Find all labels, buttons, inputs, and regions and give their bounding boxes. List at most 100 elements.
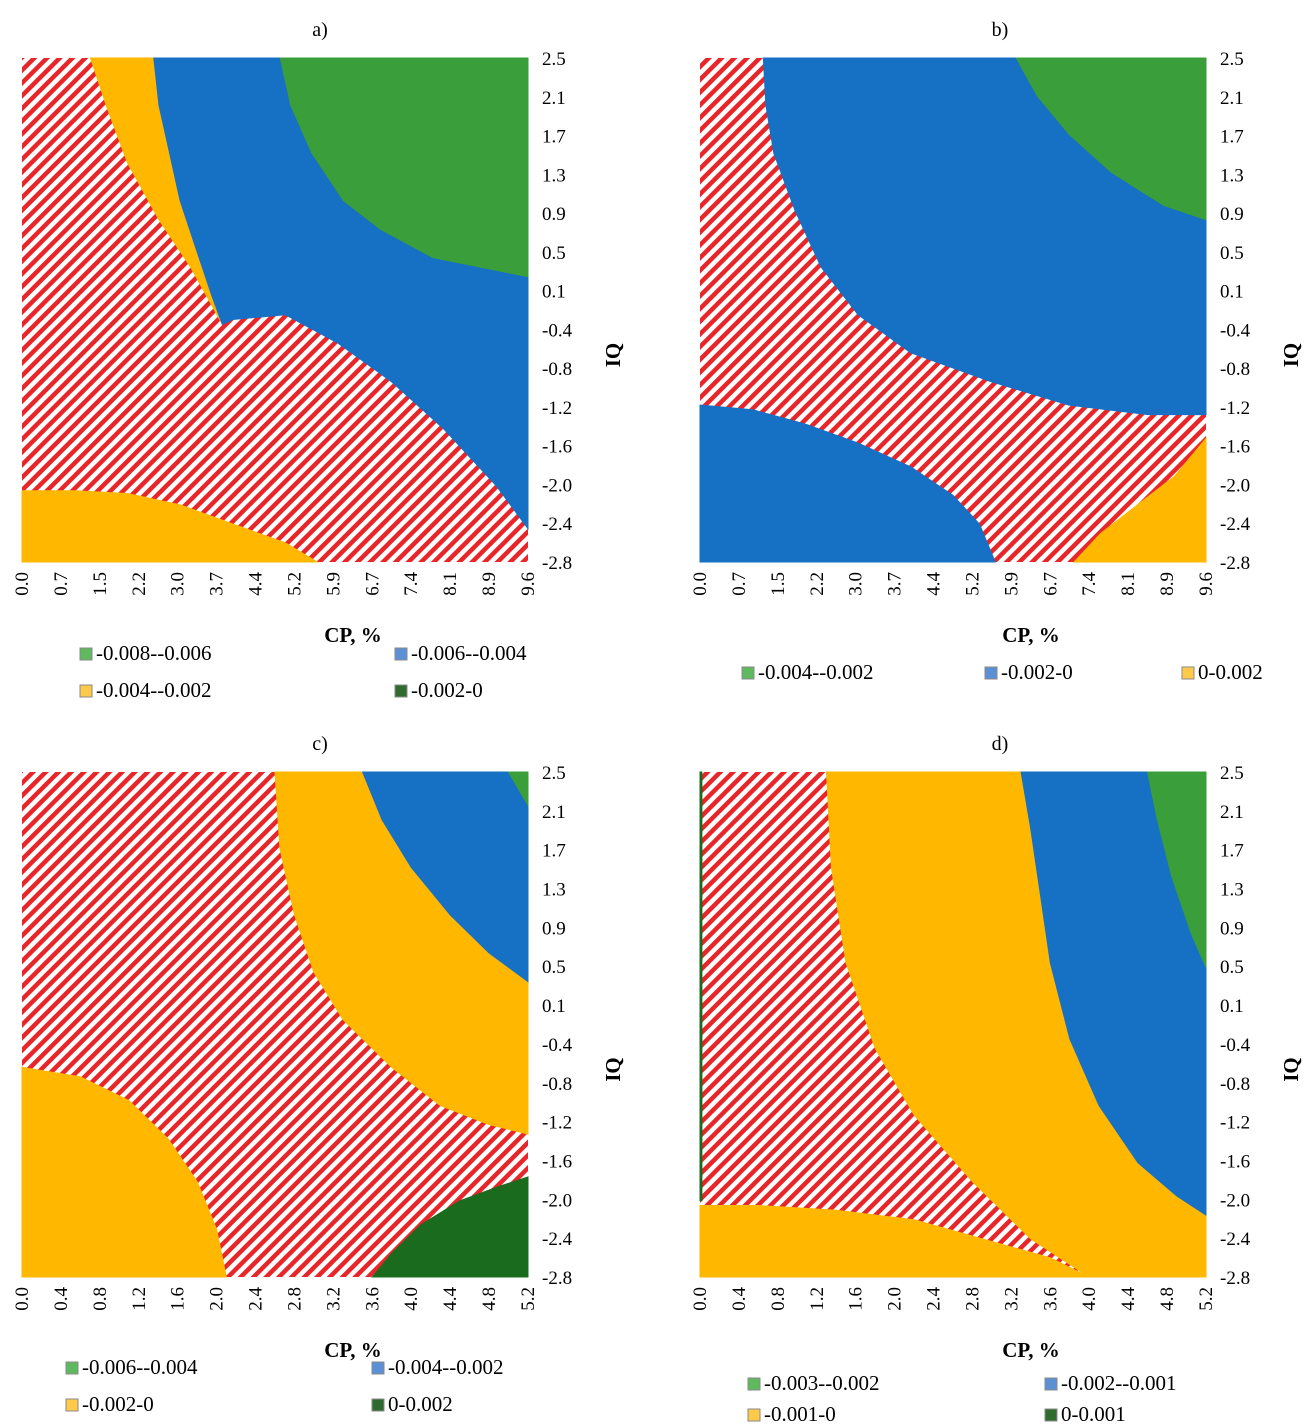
y-tick-label: 0.1: [1220, 282, 1244, 303]
y-tick-label: -0.4: [1220, 320, 1251, 341]
x-tick-label: 3.7: [885, 572, 906, 596]
y-tick-label: 1.7: [1220, 127, 1244, 148]
legend-label: 0-0.002: [1198, 660, 1263, 684]
y-tick-label: 1.7: [542, 841, 566, 862]
legend-label: -0.004--0.002: [96, 678, 211, 702]
x-tick-label: 5.2: [1196, 1287, 1217, 1311]
x-tick-label: 1.2: [129, 1287, 150, 1311]
x-tick-label: 0.0: [12, 1287, 33, 1311]
panel-label: a): [312, 19, 328, 41]
x-tick-label: 0.4: [729, 1287, 750, 1311]
y-tick-label: -1.2: [542, 398, 572, 419]
x-tick-label: 8.9: [479, 572, 500, 596]
x-tick-label: 2.4: [924, 1287, 945, 1311]
x-tick-label: 3.6: [362, 1287, 383, 1311]
x-tick-label: 8.1: [1118, 572, 1139, 596]
contour-region-5: [371, 1176, 529, 1278]
legend-swatch: [741, 666, 755, 680]
y-tick-label: 0.1: [1220, 996, 1244, 1017]
y-tick-label: 1.3: [542, 880, 566, 901]
x-tick-label: 1.6: [168, 1287, 189, 1311]
legend-label: -0.004--0.002: [388, 1355, 503, 1379]
panel-label: c): [312, 733, 328, 755]
y-tick-label: -2.8: [542, 553, 572, 574]
y-tick-label: -0.8: [542, 1074, 572, 1095]
x-tick-label: 3.0: [846, 572, 867, 596]
panel-c: c) 2.5 2.1 1.7 1.3 0.9 0.5 0.1 -0.4 -0.8 -1.2 -1.6 -…: [12, 733, 625, 1416]
y-tick-label: 1.7: [1220, 841, 1244, 862]
x-tick-label: 0.4: [51, 1287, 72, 1311]
y-tick-label: -0.4: [1220, 1035, 1251, 1056]
x-tick-label: 2.8: [962, 1287, 983, 1311]
x-tick-label: 4.8: [1157, 1287, 1178, 1311]
y-tick-label: 0.9: [1220, 918, 1244, 939]
y-tick-label: 2.5: [542, 763, 566, 784]
panel-label: b): [992, 19, 1009, 41]
y-tick-label: 0.9: [542, 204, 566, 225]
legend-swatch: [394, 647, 408, 661]
legend-label: -0.002-0: [411, 678, 483, 702]
contour-region-3: [507, 771, 529, 808]
legend-label: 0-0.002: [388, 1392, 453, 1416]
legend-swatch: [747, 1408, 761, 1422]
y-tick-label: 0.5: [1220, 243, 1244, 264]
x-tick-label: 0.8: [768, 1287, 789, 1311]
legend-swatch: [394, 684, 408, 698]
legend-swatch: [65, 1361, 79, 1375]
x-tick-label: 0.7: [729, 572, 750, 596]
y-tick-label: 1.7: [542, 127, 566, 148]
legend-swatch: [79, 684, 93, 698]
x-tick-label: 0.0: [690, 572, 711, 596]
x-tick-label: 3.7: [207, 572, 228, 596]
y-tick-label: -1.6: [542, 1151, 572, 1172]
x-tick-label: 3.6: [1040, 1287, 1061, 1311]
y-tick-label: -2.4: [1220, 514, 1251, 535]
x-tick-label: 1.2: [807, 1287, 828, 1311]
contour-region-4: [21, 490, 320, 563]
x-axis-title: CP, %: [324, 1338, 382, 1362]
y-tick-label: 2.5: [1220, 763, 1244, 784]
legend-label: -0.004--0.002: [758, 660, 873, 684]
contour-region-4: [699, 1205, 1090, 1278]
legend-swatch: [371, 1361, 385, 1375]
x-tick-label: 9.6: [1196, 572, 1217, 596]
x-tick-label: 5.2: [284, 572, 305, 596]
legend-label: -0.001-0: [764, 1402, 836, 1426]
y-tick-label: -0.8: [1220, 359, 1250, 380]
x-tick-label: 2.2: [129, 572, 150, 596]
x-tick-label: 4.8: [479, 1287, 500, 1311]
y-tick-label: 0.5: [1220, 957, 1244, 978]
x-tick-label: 2.4: [246, 1287, 267, 1311]
y-tick-label: -2.0: [542, 1190, 572, 1211]
contour-region-3: [279, 57, 529, 278]
y-axis-title: IQ: [1279, 343, 1303, 368]
legend-swatch: [984, 666, 998, 680]
x-tick-label: 4.0: [401, 1287, 422, 1311]
y-tick-label: 0.1: [542, 282, 566, 303]
y-tick-label: -2.8: [1220, 553, 1250, 574]
x-tick-label: 4.4: [246, 572, 267, 596]
y-tick-label: -2.4: [542, 1229, 573, 1250]
y-tick-label: -1.6: [1220, 1151, 1250, 1172]
panel-b: b) 2.5 2.1 1.7 1.3 0.9 0.5 0.1 -0.4 -0.8 -1.2 -1.6 -…: [690, 19, 1303, 684]
y-tick-label: -1.6: [1220, 437, 1250, 458]
y-tick-label: -2.0: [1220, 475, 1250, 496]
y-axis-title: IQ: [1279, 1057, 1303, 1082]
y-tick-label: 1.3: [1220, 880, 1244, 901]
contour-region-5: [699, 771, 703, 1202]
y-tick-label: -2.4: [1220, 1229, 1251, 1250]
panel-d: d) 2.5 2.1 1.7 1.3 0.9 0.5 0.1 -0.4 -0.8 -1.2 -1.6 -…: [690, 733, 1303, 1426]
x-tick-label: 2.0: [885, 1287, 906, 1311]
x-tick-label: 5.9: [323, 572, 344, 596]
y-tick-label: 2.1: [1220, 802, 1244, 823]
y-tick-label: -0.8: [542, 359, 572, 380]
x-tick-label: 4.4: [440, 1287, 461, 1311]
legend-swatch: [65, 1398, 79, 1412]
x-tick-label: 8.1: [440, 572, 461, 596]
x-tick-label: 0.7: [51, 572, 72, 596]
x-tick-label: 5.2: [518, 1287, 539, 1311]
contour-region-2: [361, 771, 529, 983]
y-tick-label: 0.9: [1220, 204, 1244, 225]
y-tick-label: -0.4: [542, 1035, 573, 1056]
